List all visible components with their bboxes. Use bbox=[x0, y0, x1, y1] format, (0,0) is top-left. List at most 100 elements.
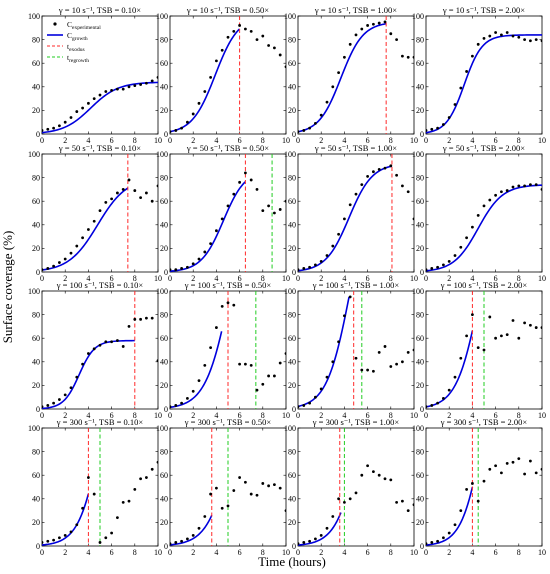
y-tick-label: 0 bbox=[164, 130, 168, 139]
data-point bbox=[186, 396, 189, 400]
data-point bbox=[232, 489, 236, 492]
data-point bbox=[505, 189, 509, 192]
data-point bbox=[389, 365, 393, 368]
plot-area bbox=[297, 427, 415, 547]
data-point bbox=[244, 171, 247, 175]
y-tick-label: 100 bbox=[156, 287, 168, 296]
data-point bbox=[215, 229, 218, 233]
data-point bbox=[98, 93, 102, 97]
growth-curve bbox=[426, 34, 542, 134]
data-point bbox=[244, 362, 247, 366]
growth-curve bbox=[170, 514, 213, 546]
y-tick-label: 20 bbox=[32, 381, 40, 390]
data-point bbox=[209, 242, 213, 246]
data-point bbox=[447, 116, 451, 119]
panel-14: γ = 300 s⁻¹, TSB = 0.50×0 2 4 6 8 10020406080… bbox=[156, 417, 290, 557]
data-point bbox=[150, 79, 154, 83]
y-tick-label: 20 bbox=[416, 106, 424, 115]
data-point bbox=[348, 203, 352, 207]
x-tick-label: 0 bbox=[424, 411, 428, 420]
data-point bbox=[354, 192, 358, 196]
plot-area bbox=[41, 153, 159, 273]
data-point bbox=[63, 120, 67, 124]
plot-area bbox=[169, 153, 287, 273]
data-point bbox=[127, 499, 131, 503]
data-point bbox=[436, 539, 439, 543]
data-point bbox=[98, 209, 102, 213]
growth-curve bbox=[42, 187, 129, 271]
data-point bbox=[319, 259, 323, 263]
data-point bbox=[267, 374, 270, 378]
panel-title: γ = 50 s⁻¹, TSB = 0.50× bbox=[186, 143, 269, 153]
data-point bbox=[465, 236, 468, 240]
growth-curve bbox=[170, 181, 246, 272]
data-point bbox=[191, 112, 195, 116]
data-point bbox=[453, 375, 457, 379]
x-tick-label: 2 bbox=[63, 548, 67, 557]
data-point bbox=[494, 193, 497, 197]
panel-title: γ = 300 s⁻¹, TSB = 0.50× bbox=[184, 417, 272, 427]
data-point bbox=[459, 509, 463, 512]
data-point bbox=[523, 472, 526, 476]
data-point bbox=[81, 236, 84, 240]
x-axis-title: Time (hours) bbox=[258, 554, 326, 569]
data-point bbox=[337, 497, 340, 501]
data-point bbox=[232, 303, 236, 307]
y-tick-label: 20 bbox=[416, 381, 424, 390]
x-tick-label: 6 bbox=[494, 548, 498, 557]
y-tick-label: 20 bbox=[160, 106, 168, 115]
y-tick-label: 60 bbox=[288, 334, 296, 343]
data-point bbox=[471, 54, 474, 58]
x-tick-label: 0 bbox=[424, 274, 428, 283]
data-point bbox=[116, 339, 119, 342]
x-tick-label: 4 bbox=[342, 548, 346, 557]
data-point bbox=[442, 396, 445, 400]
data-point bbox=[174, 541, 178, 544]
data-point bbox=[436, 265, 439, 269]
x-tick-label: 10 bbox=[538, 274, 546, 283]
x-tick-label: 6 bbox=[238, 274, 242, 283]
x-tick-label: 10 bbox=[282, 274, 290, 283]
panel-2: γ = 10 s⁻¹, TSB = 0.50×0 2 4 6 8 100204060801… bbox=[156, 5, 290, 145]
x-tick-label: 0 bbox=[168, 274, 172, 283]
data-point bbox=[348, 42, 352, 46]
data-point bbox=[116, 191, 119, 195]
y-tick-label: 80 bbox=[32, 173, 40, 182]
data-point bbox=[150, 316, 154, 320]
y-tick-label: 40 bbox=[160, 358, 168, 367]
data-point bbox=[81, 106, 84, 110]
data-point bbox=[180, 126, 184, 130]
data-point bbox=[75, 523, 79, 527]
y-tick-label: 80 bbox=[160, 173, 168, 182]
x-tick-label: 10 bbox=[538, 548, 546, 557]
y-tick-label: 80 bbox=[288, 447, 296, 456]
panel-15: γ = 300 s⁻¹, TSB = 1.00×0 2 4 6 8 10020406080… bbox=[284, 417, 418, 557]
data-point bbox=[220, 48, 224, 52]
data-point bbox=[145, 476, 148, 479]
data-point bbox=[110, 88, 113, 92]
data-point bbox=[249, 178, 253, 182]
plot-marks bbox=[42, 291, 158, 409]
x-tick-label: 8 bbox=[389, 274, 393, 283]
data-point bbox=[377, 350, 381, 354]
panel-grid: γ = 10 s⁻¹, TSB = 0.10×0 2 4 6 8 100204060801… bbox=[28, 5, 546, 557]
data-point bbox=[180, 401, 184, 405]
y-tick-label: 80 bbox=[160, 310, 168, 319]
y-tick-label: 0 bbox=[420, 405, 424, 414]
data-point bbox=[215, 486, 218, 490]
data-point bbox=[325, 254, 329, 257]
data-point bbox=[203, 363, 207, 367]
data-point bbox=[348, 295, 352, 299]
y-tick-label: 100 bbox=[28, 150, 40, 159]
y-tick-label: 20 bbox=[288, 381, 296, 390]
data-point bbox=[488, 34, 492, 38]
data-point bbox=[511, 460, 515, 464]
y-tick-label: 20 bbox=[32, 106, 40, 115]
data-point bbox=[447, 531, 451, 535]
data-point bbox=[488, 198, 492, 202]
x-tick-label: 2 bbox=[447, 548, 451, 557]
data-point bbox=[494, 464, 497, 468]
data-point bbox=[121, 345, 125, 348]
y-tick-label: 20 bbox=[32, 518, 40, 527]
data-point bbox=[426, 542, 428, 546]
